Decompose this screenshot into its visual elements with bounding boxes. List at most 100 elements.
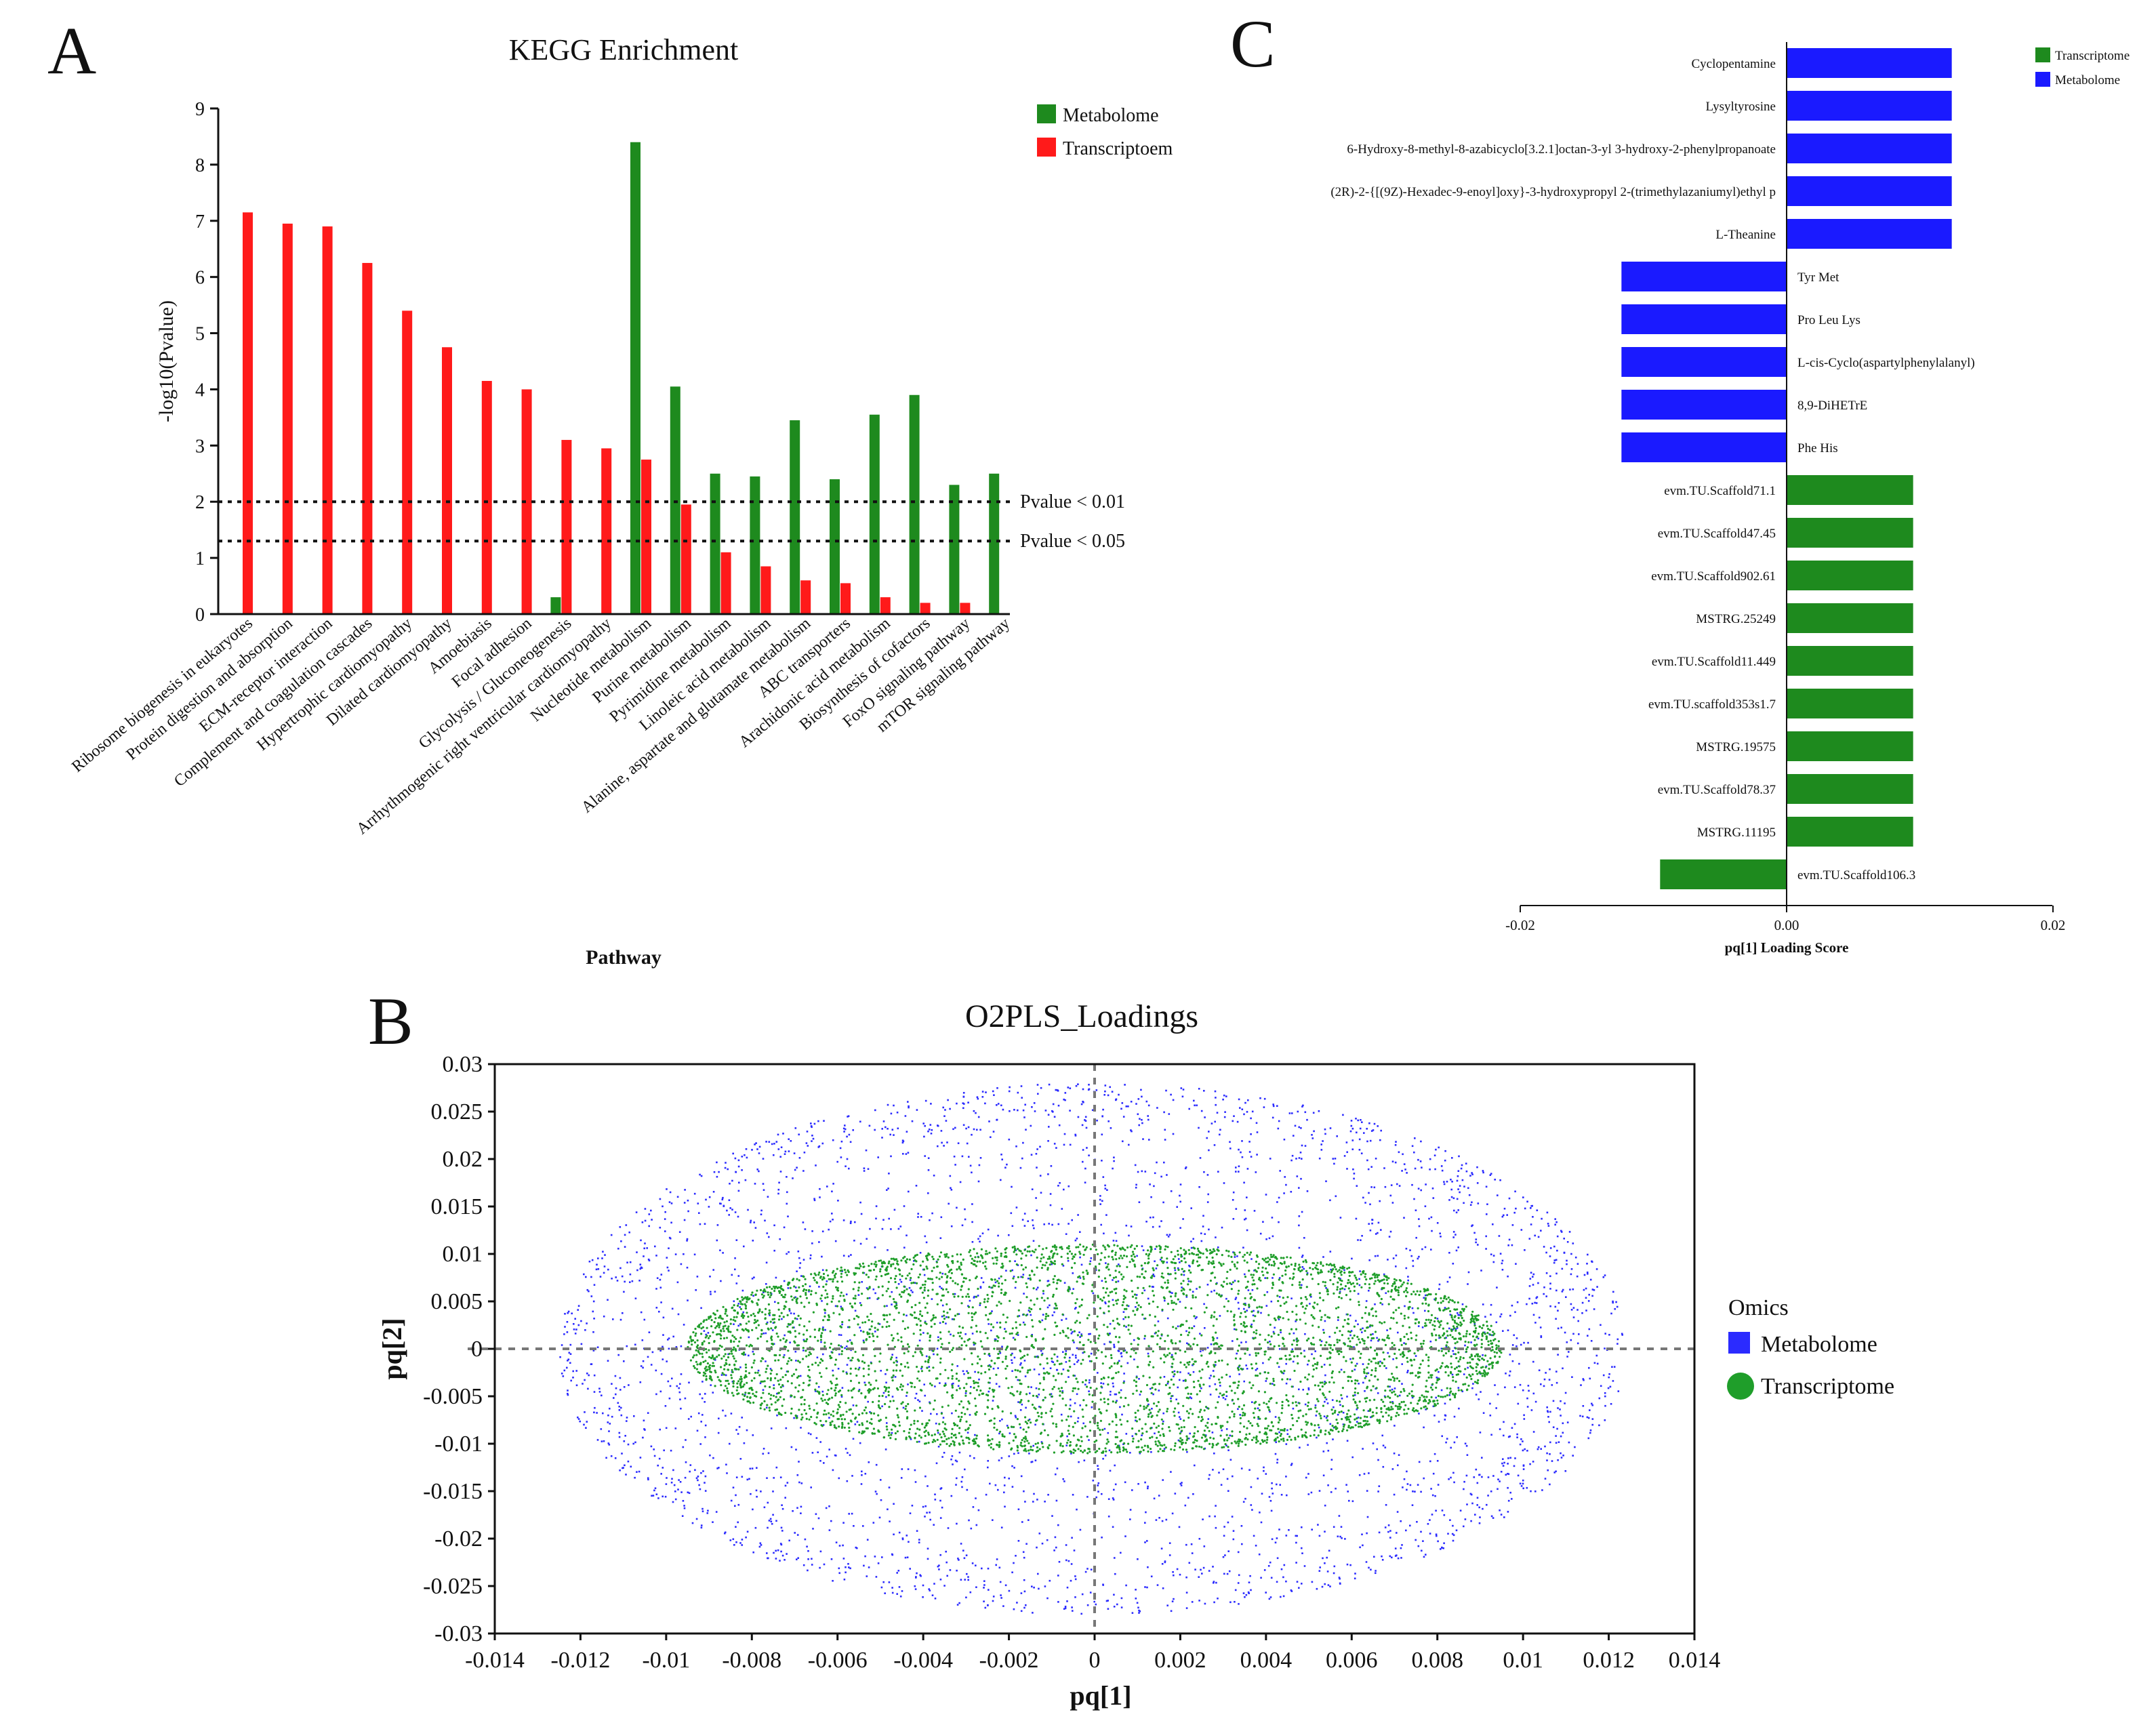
b-point: [1079, 1336, 1081, 1338]
b-point: [1137, 1171, 1139, 1173]
b-point: [1147, 1297, 1150, 1300]
b-point: [1203, 1545, 1206, 1547]
b-point: [643, 1428, 645, 1430]
a-bar-transcriptoem: [840, 583, 851, 614]
b-point: [1177, 1268, 1180, 1272]
b-point: [1253, 1416, 1256, 1419]
b-point: [923, 1383, 925, 1385]
b-point: [1503, 1421, 1505, 1423]
b-point: [1256, 1154, 1258, 1156]
b-point: [1350, 1380, 1353, 1383]
b-point: [777, 1188, 780, 1191]
b-point: [1086, 1272, 1089, 1274]
b-point: [903, 1289, 906, 1292]
b-point: [901, 1141, 904, 1144]
b-point: [713, 1171, 716, 1173]
c-bar: [1787, 603, 1913, 633]
b-point: [623, 1360, 625, 1362]
b-point: [1404, 1404, 1407, 1406]
b-point: [1535, 1297, 1538, 1299]
b-point: [1189, 1265, 1191, 1267]
b-point: [1299, 1446, 1301, 1448]
b-point: [1320, 1143, 1322, 1145]
b-point: [1359, 1127, 1362, 1130]
b-point: [1318, 1426, 1320, 1429]
b-point: [1399, 1339, 1402, 1342]
b-point: [669, 1191, 672, 1194]
b-point: [1324, 1562, 1326, 1564]
b-point: [1019, 1393, 1021, 1396]
b-point: [611, 1383, 613, 1385]
b-point: [1251, 1509, 1253, 1511]
b-point: [770, 1394, 773, 1396]
b-point: [1215, 1364, 1217, 1366]
b-point: [844, 1128, 847, 1131]
b-point: [1200, 1446, 1203, 1448]
b-point: [966, 1370, 968, 1373]
b-point: [859, 1242, 862, 1245]
b-point: [1202, 1518, 1204, 1520]
b-point: [924, 1394, 926, 1397]
b-point: [1243, 1113, 1245, 1116]
b-point: [1366, 1159, 1368, 1162]
b-point: [1453, 1415, 1456, 1418]
b-point: [1255, 1171, 1257, 1173]
b-point: [1349, 1340, 1351, 1343]
b-point: [1040, 1257, 1042, 1260]
b-point: [964, 1579, 966, 1581]
b-point: [1391, 1341, 1394, 1344]
b-point: [1501, 1215, 1504, 1218]
b-point: [1042, 1314, 1044, 1316]
b-point: [1285, 1394, 1288, 1397]
b-point: [929, 1511, 931, 1514]
b-point: [1549, 1411, 1551, 1413]
b-point: [977, 1287, 979, 1291]
b-point: [1034, 1338, 1037, 1341]
b-point: [976, 1096, 979, 1098]
b-point: [885, 1396, 887, 1398]
b-point: [1208, 1385, 1211, 1387]
b-point: [1145, 1383, 1149, 1387]
b-point: [1009, 1086, 1011, 1089]
b-point: [1417, 1307, 1419, 1310]
b-point: [1610, 1312, 1612, 1315]
b-point: [1258, 1554, 1261, 1556]
b-point: [593, 1391, 596, 1393]
b-point: [1560, 1415, 1562, 1417]
b-point: [776, 1392, 778, 1395]
b-point: [881, 1227, 884, 1230]
b-point: [1295, 1541, 1297, 1544]
b-point: [1180, 1484, 1183, 1486]
b-point: [1509, 1314, 1511, 1317]
b-point: [1492, 1475, 1494, 1477]
b-point: [632, 1442, 634, 1445]
b-point: [1233, 1316, 1236, 1318]
b-point: [793, 1417, 795, 1419]
b-point: [730, 1413, 733, 1415]
b-point: [1490, 1303, 1492, 1306]
b-point: [1391, 1388, 1394, 1391]
b-point: [1194, 1317, 1197, 1320]
b-point: [714, 1359, 716, 1361]
b-point: [746, 1344, 748, 1347]
b-point: [1004, 1367, 1007, 1370]
b-point: [1478, 1398, 1480, 1400]
b-point: [807, 1558, 809, 1560]
b-point: [1226, 1270, 1229, 1274]
b-point: [1070, 1563, 1073, 1565]
b-point: [619, 1389, 622, 1391]
b-point: [937, 1432, 939, 1434]
b-point: [847, 1452, 849, 1454]
b-point: [1431, 1514, 1433, 1516]
b-point: [790, 1446, 793, 1448]
b-point: [1069, 1143, 1072, 1146]
b-point: [1208, 1515, 1211, 1518]
b-point: [1175, 1398, 1177, 1400]
b-point: [1206, 1426, 1209, 1429]
b-point: [1403, 1163, 1406, 1165]
b-point: [1137, 1286, 1139, 1289]
b-point: [1593, 1362, 1596, 1364]
b-point: [1150, 1451, 1152, 1453]
b-point: [1436, 1535, 1438, 1537]
b-point: [1487, 1495, 1489, 1497]
